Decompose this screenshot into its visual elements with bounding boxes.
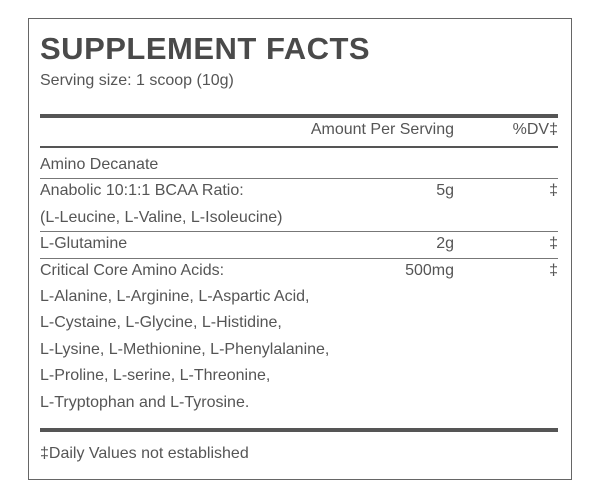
footnote: ‡Daily Values not established <box>40 445 249 462</box>
thick-rule <box>40 114 558 118</box>
nutrient-detail: (L-Leucine, L-Valine, L-Isoleucine) <box>40 208 283 226</box>
nutrient-detail: L-Lysine, L-Methionine, L-Phenylalanine, <box>40 340 330 358</box>
nutrient-detail: L-Tryptophan and L-Tyrosine. <box>40 393 250 411</box>
title: SUPPLEMENT FACTS <box>40 31 371 66</box>
thin-rule <box>40 257 558 259</box>
amount: 2g <box>436 235 454 253</box>
nutrient-detail: L-Proline, L-serine, L-Threonine, <box>40 367 271 385</box>
nutrient-name: Amino Decanate <box>40 156 159 173</box>
nutrient-detail: L-Alanine, L-Arginine, L-Aspartic Acid, <box>40 288 310 305</box>
amount: 500mg <box>405 261 454 279</box>
daily-value: ‡ <box>549 235 558 253</box>
serving-size: Serving size: 1 scoop (10g) <box>40 72 234 89</box>
column-header: %DV‡ <box>512 121 558 138</box>
column-header: Amount Per Serving <box>310 121 454 138</box>
thick-rule <box>40 428 558 432</box>
daily-value: ‡ <box>549 261 558 279</box>
thin-rule <box>40 231 558 233</box>
nutrient-detail: L-Cystaine, L-Glycine, L-Histidine, <box>40 314 282 332</box>
rule <box>40 146 558 148</box>
amount: 5g <box>436 182 454 200</box>
thin-rule <box>40 178 558 180</box>
nutrient-name: L-Glutamine <box>40 235 128 253</box>
supplement-label: SUPPLEMENT FACTS Serving size: 1 scoop (… <box>28 18 572 480</box>
daily-value: ‡ <box>549 182 558 200</box>
nutrient-name: Anabolic 10:1:1 BCAA Ratio: <box>40 182 244 200</box>
nutrient-name: Critical Core Amino Acids: <box>40 261 225 279</box>
